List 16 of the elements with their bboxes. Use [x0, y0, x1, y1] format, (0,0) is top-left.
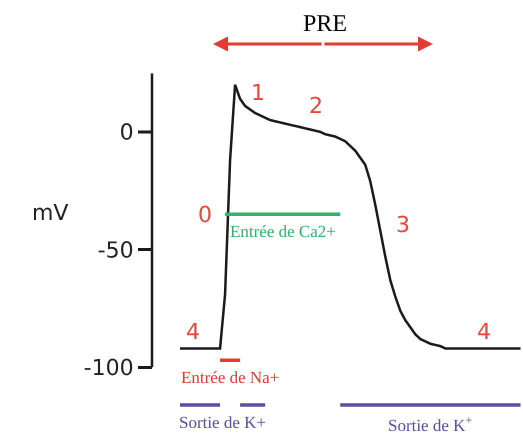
y-tick-label: -50	[98, 238, 134, 264]
annotation: 4	[477, 320, 491, 345]
series-label: Entrée de Ca2+	[230, 222, 336, 241]
annotation: 1	[251, 81, 265, 106]
annotation: 0	[198, 203, 212, 228]
series-label: Entrée de Na+	[181, 368, 280, 387]
annotation: PRE	[303, 11, 348, 37]
annotation: 4	[186, 320, 200, 345]
y-tick-label: 0	[120, 120, 134, 146]
annotation: 3	[396, 213, 410, 238]
series-label: Sortie de K$^{+}$	[388, 413, 472, 436]
line-series	[178, 84, 522, 350]
y-tick-label: -100	[84, 356, 134, 381]
annotation: 2	[309, 94, 323, 119]
series-label: Sortie de K+	[179, 413, 266, 432]
y-axis-title: mV	[32, 201, 68, 226]
